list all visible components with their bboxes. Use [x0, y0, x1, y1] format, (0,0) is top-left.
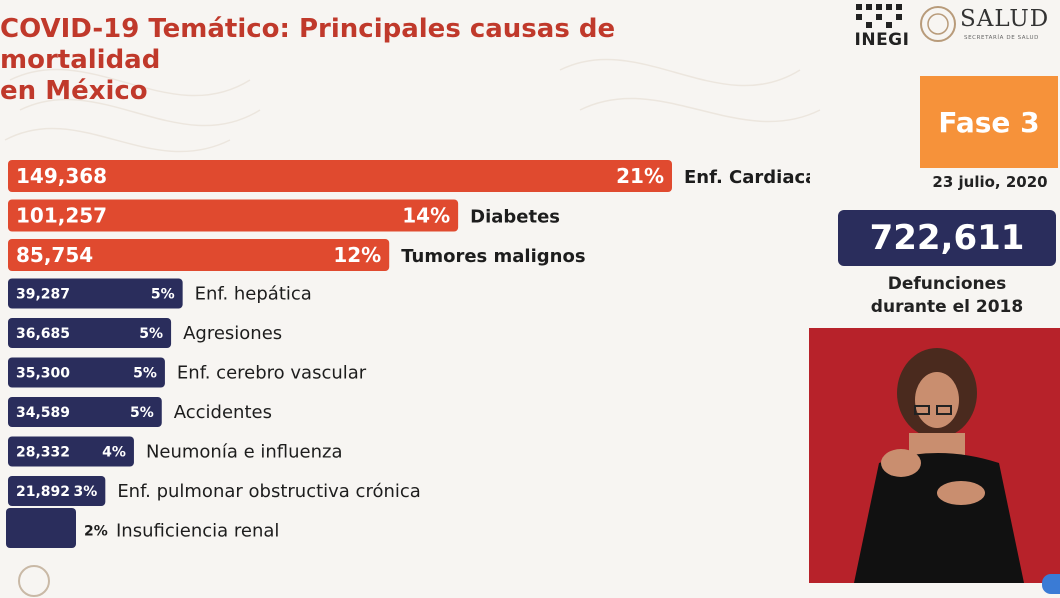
- page-title-line2: en México: [0, 76, 148, 106]
- bar-8: [8, 476, 106, 506]
- inegi-logo-icon: [856, 4, 902, 28]
- salud-seal-icon: [920, 6, 956, 42]
- salud-logo-subtitle: SECRETARÍA DE SALUD: [964, 35, 1040, 41]
- bar-percent-label-7: 4%: [102, 445, 126, 461]
- sign-language-interpreter-video: [809, 328, 1060, 583]
- interpreter-figure-icon: [854, 348, 1024, 583]
- bar-value-label-5: 35,300: [16, 366, 70, 382]
- category-label-7: Neumonía e influenza: [146, 442, 343, 463]
- category-label-3: Enf. hepática: [195, 284, 312, 305]
- bar-value-label-7: 28,332: [16, 445, 70, 461]
- total-deaths-label: Defunciones durante el 2018: [838, 273, 1056, 319]
- category-label-4: Agresiones: [183, 323, 282, 344]
- total-deaths-label-line1: Defunciones: [887, 274, 1007, 294]
- total-deaths-label-line2: durante el 2018: [870, 297, 1024, 317]
- bar-percent-label-8: 3%: [74, 484, 98, 500]
- bar-1: [8, 199, 459, 232]
- salud-logo-text: SALUD: [960, 6, 1050, 32]
- bar-value-label-2: 85,754: [16, 243, 93, 267]
- inegi-logo-text: INEGI: [854, 30, 910, 50]
- bar-5: [8, 357, 165, 388]
- bar-6: [8, 397, 162, 427]
- bar-value-label-4: 36,685: [16, 326, 70, 342]
- bar-percent-label-6: 5%: [130, 405, 154, 421]
- category-label-0: Enf. Cardiacas: [684, 167, 810, 188]
- bar-value-label-3: 39,287: [16, 287, 70, 303]
- phase-date: 23 julio, 2020: [932, 173, 1048, 191]
- bar-value-label-6: 34,589: [16, 405, 70, 421]
- bar-7: [8, 436, 134, 467]
- bar-percent-label-0: 21%: [616, 164, 664, 188]
- logos: INEGI SALUD SECRETARÍA DE SALUD: [852, 0, 1060, 60]
- category-label-5: Enf. cerebro vascular: [177, 363, 367, 384]
- mortality-bar-chart: 149,368 21% Enf. Cardiacas 101,257 14% Diabet…: [8, 160, 810, 546]
- bar-value-label-8: 21,892: [16, 484, 70, 500]
- category-label-8: Enf. pulmonar obstructiva crónica: [117, 481, 421, 502]
- category-label-9: Insuficiencia renal: [116, 521, 279, 542]
- bar-9: [8, 515, 76, 546]
- bar-percent-label-4: 5%: [139, 326, 163, 342]
- bar-percent-label-2: 12%: [333, 243, 381, 267]
- like-icon[interactable]: [1042, 574, 1060, 594]
- category-label-6: Accidentes: [174, 402, 272, 423]
- category-label-1: Diabetes: [470, 207, 560, 228]
- bar-percent-label-9: 2%: [84, 524, 108, 540]
- bar-2: [8, 239, 390, 271]
- total-deaths-value: 722,611: [838, 210, 1056, 266]
- bar-0: [8, 160, 672, 192]
- bar-value-label-0: 149,368: [16, 164, 107, 188]
- phase-badge: Fase 3: [920, 76, 1058, 168]
- page-title-line1: COVID-19 Temático: Principales causas de…: [0, 14, 616, 75]
- bar-percent-label-5: 5%: [133, 366, 157, 382]
- bar-percent-label-3: 5%: [151, 287, 175, 303]
- bar-percent-label-1: 14%: [402, 204, 450, 228]
- bar-value-label-1: 101,257: [16, 204, 107, 228]
- category-label-2: Tumores malignos: [401, 246, 585, 267]
- bar-4: [8, 318, 172, 348]
- bar-3: [8, 278, 183, 309]
- page-title: COVID-19 Temático: Principales causas de…: [0, 14, 760, 107]
- government-seal-icon: [18, 565, 50, 597]
